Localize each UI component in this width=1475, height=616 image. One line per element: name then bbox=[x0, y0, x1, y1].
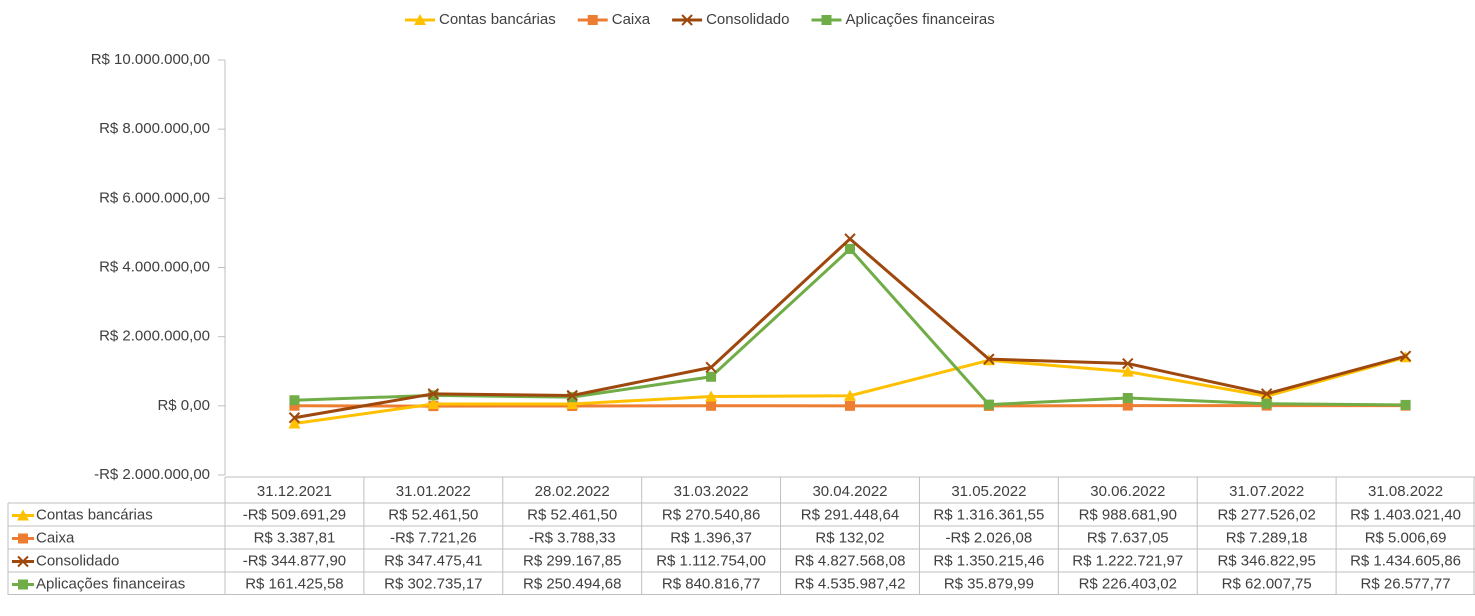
table-cell: R$ 291.448,64 bbox=[801, 506, 899, 523]
table-cell: R$ 26.577,77 bbox=[1361, 575, 1451, 592]
marker bbox=[845, 400, 855, 411]
y-tick-label: -R$ 2.000.000,00 bbox=[94, 466, 210, 483]
table-cell: R$ 35.879,99 bbox=[944, 575, 1034, 592]
marker bbox=[289, 400, 300, 411]
table-cell: R$ 840.816,77 bbox=[662, 575, 760, 592]
marker bbox=[428, 390, 439, 401]
table-cell: R$ 4.535.987,42 bbox=[795, 575, 906, 592]
y-tick-label: R$ 4.000.000,00 bbox=[99, 258, 210, 275]
marker bbox=[1400, 399, 1411, 410]
table-cell: R$ 988.681,90 bbox=[1079, 506, 1177, 523]
marker bbox=[427, 388, 440, 400]
legend-label: Contas bancárias bbox=[439, 11, 556, 28]
marker bbox=[706, 400, 717, 411]
table-cell: R$ 270.540,86 bbox=[662, 506, 760, 523]
marker bbox=[1121, 365, 1134, 377]
x-tick-label: 30.04.2022 bbox=[812, 483, 887, 500]
marker bbox=[983, 353, 995, 365]
marker bbox=[427, 398, 440, 410]
legend-marker bbox=[18, 579, 28, 590]
marker bbox=[706, 371, 717, 382]
table-row-label: Aplicações financeiras bbox=[36, 575, 185, 592]
marker bbox=[566, 389, 578, 402]
x-tick-label: 31.05.2022 bbox=[951, 483, 1026, 500]
table-cell: R$ 132,02 bbox=[815, 529, 884, 546]
x-tick-label: 31.03.2022 bbox=[674, 483, 749, 500]
table-cell: R$ 1.112.754,00 bbox=[656, 552, 766, 569]
marker bbox=[1122, 393, 1133, 404]
marker bbox=[845, 243, 855, 254]
legend-label: Consolidado bbox=[706, 11, 789, 28]
table-cell: R$ 5.006,69 bbox=[1365, 529, 1447, 546]
x-tick-label: 31.01.2022 bbox=[396, 483, 471, 500]
legend-label: Caixa bbox=[612, 11, 651, 28]
table-cell: -R$ 3.788,33 bbox=[529, 529, 616, 546]
marker bbox=[1122, 357, 1134, 370]
marker bbox=[983, 399, 994, 410]
table-cell: -R$ 344.877,90 bbox=[243, 552, 346, 569]
table-cell: -R$ 2.026,08 bbox=[946, 529, 1033, 546]
x-tick-label: 31.08.2022 bbox=[1368, 483, 1443, 500]
y-tick-label: R$ 0,00 bbox=[157, 397, 210, 414]
marker bbox=[567, 392, 578, 403]
table-row-label: Consolidado bbox=[36, 552, 119, 569]
marker bbox=[1122, 400, 1133, 411]
x-tick-label: 31.12.2021 bbox=[257, 483, 332, 500]
legend-marker bbox=[681, 14, 693, 26]
legend-marker bbox=[17, 509, 29, 521]
legend-label: Aplicações financeiras bbox=[846, 11, 995, 28]
y-tick-label: R$ 10.000.000,00 bbox=[91, 51, 210, 68]
marker bbox=[1399, 350, 1412, 362]
marker bbox=[705, 390, 718, 402]
table-cell: R$ 302.735,17 bbox=[384, 575, 482, 592]
table-cell: R$ 1.350.215,46 bbox=[933, 552, 1044, 569]
table-cell: R$ 161.425,58 bbox=[245, 575, 343, 592]
legend-marker bbox=[18, 533, 28, 544]
table-cell: R$ 226.403,02 bbox=[1079, 575, 1177, 592]
table-cell: R$ 346.822,95 bbox=[1217, 552, 1315, 569]
marker bbox=[705, 361, 717, 374]
legend-marker bbox=[17, 555, 29, 568]
table-cell: R$ 347.475,41 bbox=[384, 552, 482, 569]
table-cell: -R$ 7.721,26 bbox=[390, 529, 477, 546]
table-cell: R$ 4.827.568,08 bbox=[795, 552, 906, 569]
x-tick-label: 30.06.2022 bbox=[1090, 483, 1165, 500]
table-cell: R$ 1.316.361,55 bbox=[933, 506, 1044, 523]
table-cell: R$ 3.387,81 bbox=[254, 529, 336, 546]
marker bbox=[1260, 388, 1273, 400]
table-row-label: Caixa bbox=[36, 529, 75, 546]
table-cell: R$ 250.494,68 bbox=[523, 575, 621, 592]
marker bbox=[566, 398, 579, 410]
legend-marker bbox=[821, 15, 832, 25]
table-cell: R$ 62.007,75 bbox=[1222, 575, 1312, 592]
table-cell: -R$ 509.691,29 bbox=[243, 506, 346, 523]
table-cell: R$ 7.289,18 bbox=[1226, 529, 1308, 546]
table-cell: R$ 52.461,50 bbox=[527, 506, 617, 523]
table-row-label: Contas bancárias bbox=[36, 506, 153, 523]
marker bbox=[1260, 390, 1273, 402]
marker bbox=[288, 417, 301, 429]
table-cell: R$ 277.526,02 bbox=[1217, 506, 1315, 523]
y-tick-label: R$ 6.000.000,00 bbox=[99, 189, 210, 206]
marker bbox=[844, 233, 856, 245]
marker bbox=[1261, 398, 1272, 409]
marker bbox=[288, 412, 301, 424]
table-cell: R$ 1.396,37 bbox=[670, 529, 752, 546]
table-cell: R$ 299.167,85 bbox=[523, 552, 621, 569]
table-cell: R$ 7.637,05 bbox=[1087, 529, 1169, 546]
table-cell: R$ 52.461,50 bbox=[388, 506, 478, 523]
legend-marker bbox=[587, 15, 598, 25]
y-tick-label: R$ 8.000.000,00 bbox=[99, 120, 210, 137]
marker bbox=[844, 389, 856, 401]
table-cell: R$ 1.434.605,86 bbox=[1350, 552, 1461, 569]
table-cell: R$ 1.222.721,97 bbox=[1072, 552, 1183, 569]
x-tick-label: 31.07.2022 bbox=[1229, 483, 1304, 500]
y-tick-label: R$ 2.000.000,00 bbox=[99, 328, 210, 345]
series-line bbox=[294, 247, 1406, 407]
marker bbox=[289, 395, 300, 406]
x-tick-label: 28.02.2022 bbox=[535, 483, 610, 500]
legend-marker bbox=[414, 14, 426, 25]
table-cell: R$ 1.403.021,40 bbox=[1350, 506, 1461, 523]
